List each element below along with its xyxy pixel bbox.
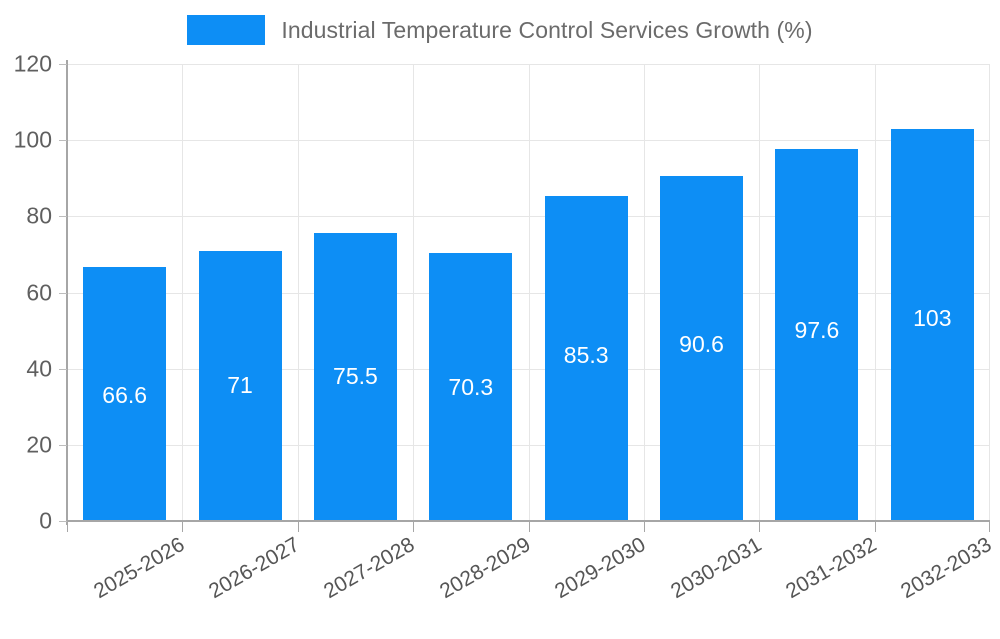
gridline-vertical xyxy=(528,64,530,521)
chart-legend: Industrial Temperature Control Services … xyxy=(0,10,1000,50)
y-axis-tick-mark xyxy=(59,64,67,65)
bar[interactable] xyxy=(429,253,513,521)
x-axis-tick-mark xyxy=(874,521,876,532)
bar-chart: Industrial Temperature Control Services … xyxy=(0,10,1000,604)
x-axis-tick-mark xyxy=(989,521,990,532)
gridline-vertical xyxy=(989,64,990,521)
gridline-vertical xyxy=(759,64,761,521)
x-axis-tick-mark xyxy=(67,521,68,532)
gridline-vertical xyxy=(182,64,184,521)
x-axis-tick-mark xyxy=(297,521,299,532)
bar[interactable] xyxy=(313,233,397,521)
plot-area xyxy=(67,64,990,522)
y-axis-tick-label: 80 xyxy=(26,202,52,229)
bar-value-label: 75.5 xyxy=(333,362,378,389)
y-axis-line xyxy=(66,60,68,525)
bar-value-label: 71 xyxy=(227,372,253,399)
x-axis-tick-mark xyxy=(528,521,530,532)
legend-item[interactable]: Industrial Temperature Control Services … xyxy=(187,15,813,45)
legend-label: Industrial Temperature Control Services … xyxy=(281,16,813,43)
bar[interactable] xyxy=(890,128,974,521)
gridline-vertical xyxy=(874,64,876,521)
y-axis-tick-label: 20 xyxy=(26,431,52,458)
y-axis-tick-mark xyxy=(59,292,67,294)
bar-value-label: 90.6 xyxy=(679,331,724,358)
gridline-vertical xyxy=(643,64,645,521)
gridline-vertical xyxy=(413,64,415,521)
bar[interactable] xyxy=(775,149,859,521)
y-axis-tick-mark xyxy=(59,368,67,370)
y-axis-tick-mark xyxy=(59,444,67,446)
x-axis-tick-mark xyxy=(643,521,645,532)
x-axis-tick-mark xyxy=(759,521,761,532)
y-axis-tick-label: 0 xyxy=(39,507,52,534)
gridline-vertical xyxy=(297,64,299,521)
y-axis-tick-label: 100 xyxy=(13,126,52,153)
y-axis-tick-label: 120 xyxy=(13,50,52,77)
y-axis-tick-label: 40 xyxy=(26,355,52,382)
bar[interactable] xyxy=(660,175,744,521)
bar-value-label: 66.6 xyxy=(102,381,148,408)
y-axis-tick-mark xyxy=(59,216,67,218)
bar[interactable] xyxy=(198,250,282,521)
bar[interactable] xyxy=(544,196,628,521)
legend-color-swatch xyxy=(187,15,266,45)
bar-value-label: 97.6 xyxy=(794,316,840,343)
x-axis-tick-mark xyxy=(182,521,184,532)
y-axis-tick-mark xyxy=(59,521,67,522)
y-axis-tick-mark xyxy=(59,140,67,142)
bar-value-label: 85.3 xyxy=(563,342,609,369)
y-axis-tick-label: 60 xyxy=(26,279,52,305)
bar-value-label: 70.3 xyxy=(448,373,494,400)
bar[interactable] xyxy=(83,267,167,521)
x-axis-tick-mark xyxy=(413,521,415,532)
bar-value-label: 103 xyxy=(913,305,952,332)
